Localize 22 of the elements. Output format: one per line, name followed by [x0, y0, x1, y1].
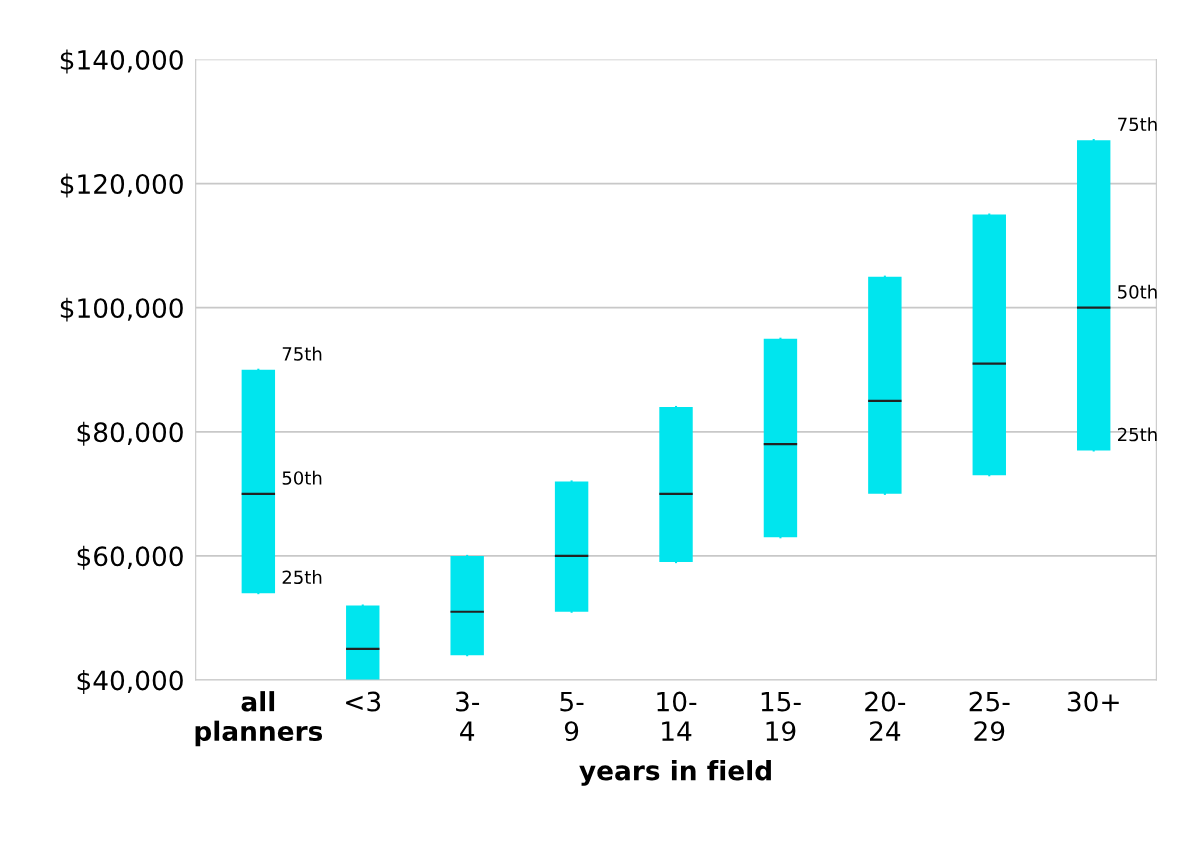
x-tick-label: 25- 29 — [969, 691, 1010, 742]
x-tick-label: 20- 24 — [865, 691, 906, 741]
x-axis-title: years in field — [579, 760, 771, 786]
y-tick-label: $80,000 — [77, 421, 183, 446]
x-tick-label: <3 — [346, 691, 381, 712]
x-tick-label: 5- 9 — [560, 691, 584, 742]
x-tick-label: all planners — [195, 691, 323, 747]
x-tick-label: 10- 14 — [657, 691, 697, 741]
annotation: 25th — [1117, 427, 1157, 442]
annotation: 75th — [282, 346, 322, 361]
y-tick-label: $60,000 — [77, 545, 183, 570]
y-tick-label: $140,000 — [60, 49, 183, 74]
annotation: 25th — [282, 570, 322, 585]
y-tick-label: $120,000 — [60, 173, 183, 198]
annotation: 75th — [1118, 117, 1157, 132]
annotation: 50th — [1118, 284, 1157, 299]
y-tick-label: $100,000 — [60, 297, 183, 322]
x-tick-label: 15- 19 — [761, 691, 801, 742]
annotation: 50th — [282, 470, 322, 485]
x-tick-label: 30+ — [1067, 691, 1119, 712]
x-tick-label: 3- 4 — [456, 691, 480, 741]
y-tick-label: $40,000 — [77, 669, 183, 694]
